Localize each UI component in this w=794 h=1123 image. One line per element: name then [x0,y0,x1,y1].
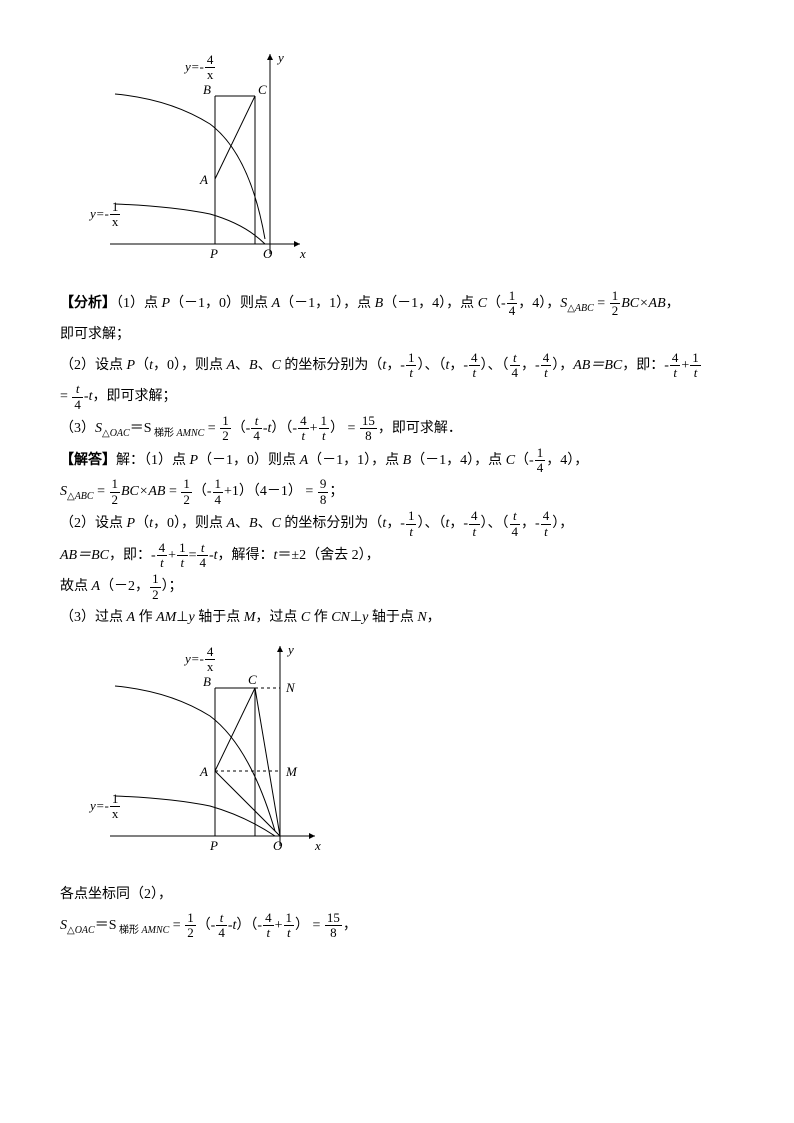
analysis-line-2b: = t4-t，即可求解； [60,382,734,412]
analysis-line-2: （2）设点 P（t，0），则点 A、B、C 的坐标分别为（t，-1t）、（t，-… [60,351,734,381]
svg-text:O: O [273,838,283,853]
svg-text:O: O [263,246,273,261]
analysis-line-3: （3）S△OAC＝S 梯形 AMNC = 12（-t4-t）（-4t+1t） =… [60,414,734,444]
svg-text:P: P [209,246,218,261]
svg-text:x: x [299,246,306,261]
svg-text:B: B [203,674,211,689]
graph-1: B C A P O x y y=-4x y=-1x [100,44,734,285]
svg-text:P: P [209,838,218,853]
solve-line-2: （2）设点 P（t，0），则点 A、B、C 的坐标分别为（t，-1t）、（t，-… [60,509,734,539]
analysis-line-1: 【分析】（1）点 P（－1，0）则点 A（－1，1），点 B（－1，4），点 C… [60,289,734,319]
solve-label: 【解答】 [60,453,116,468]
analysis-label: 【分析】 [60,296,116,311]
solve-line-1: 【解答】解：（1）点 P（－1，0）则点 A（－1，1），点 B（－1，4），点… [60,446,734,476]
svg-text:M: M [285,764,298,779]
solve-line-3: （3）过点 A 作 AM⊥y 轴于点 M，过点 C 作 CN⊥y 轴于点 N， [60,604,734,632]
svg-text:y: y [276,50,284,65]
graph1-y1x-label: y=- [90,206,109,221]
svg-text:N: N [285,680,296,695]
svg-text:B: B [203,82,211,97]
solve-line-2b: AB＝BC，即：-4t+1t=t4-t，解得：t＝±2（舍去 2）， [60,541,734,571]
svg-text:A: A [199,172,208,187]
graph1-y4x-label: y=- [185,59,204,74]
svg-text:x: x [314,838,321,853]
analysis-line-1b: 即可求解； [60,321,734,349]
svg-text:y: y [286,642,294,657]
solve-line-2c: 故点 A（－2，12）； [60,572,734,602]
solve-line-1b: S△ABC = 12BC×AB = 12（-14+1）（4－1） = 98； [60,477,734,507]
svg-text:C: C [258,82,267,97]
graph-2: B C A P O x y N M y=-4x y=-1x [100,636,734,877]
coord-same-line: 各点坐标同（2）， [60,881,734,909]
svg-text:C: C [248,672,257,687]
svg-text:A: A [199,764,208,779]
solve-line-3b: S△OAC＝S 梯形 AMNC = 12（-t4-t）（-4t+1t） = 15… [60,911,734,941]
